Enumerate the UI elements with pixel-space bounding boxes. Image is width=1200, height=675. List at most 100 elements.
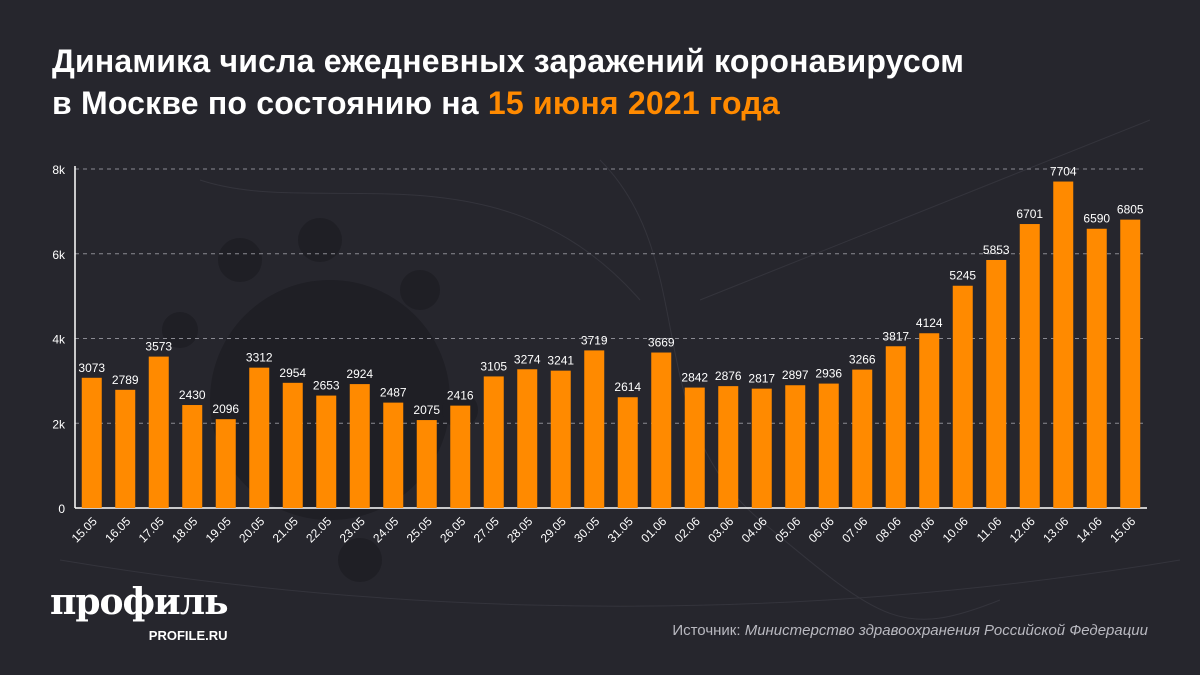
bar — [148, 356, 169, 508]
data-label: 3266 — [849, 353, 876, 367]
data-label: 3073 — [78, 361, 105, 375]
x-tick-label: 12.06 — [1007, 514, 1038, 545]
data-label: 3274 — [514, 352, 541, 366]
bar — [1019, 224, 1040, 509]
bar — [986, 259, 1007, 508]
data-label: 2789 — [112, 373, 139, 387]
bar — [1053, 181, 1074, 508]
x-tick-label: 28.05 — [504, 514, 535, 545]
x-tick-label: 11.06 — [974, 514, 1005, 545]
x-tick-label: 08.06 — [873, 514, 904, 545]
data-label: 6805 — [1117, 203, 1144, 217]
bar — [282, 382, 303, 508]
x-tick-label: 15.05 — [69, 514, 100, 545]
source-note: Источник: Министерство здравоохранения Р… — [672, 622, 1148, 639]
data-label: 3669 — [648, 336, 675, 350]
x-tick-label: 15.06 — [1107, 514, 1138, 545]
bar — [1086, 228, 1107, 508]
title-line-1: Динамика числа ежедневных заражений коро… — [52, 43, 965, 79]
x-tick-label: 19.05 — [203, 514, 234, 545]
x-tick-label: 20.05 — [236, 514, 267, 545]
bar — [919, 333, 940, 508]
y-tick-label: 2k — [52, 417, 66, 431]
bar — [215, 419, 236, 508]
bar — [1120, 219, 1141, 508]
data-label: 3573 — [145, 340, 172, 354]
x-tick-label: 10.06 — [940, 514, 971, 545]
data-label: 2430 — [179, 388, 206, 402]
data-label: 2876 — [715, 369, 742, 383]
x-tick-label: 17.05 — [136, 514, 167, 545]
y-tick-label: 8k — [52, 163, 66, 177]
bar — [684, 387, 705, 508]
data-label: 3241 — [547, 354, 574, 368]
data-label: 3719 — [581, 333, 608, 347]
data-label: 5853 — [983, 243, 1010, 257]
x-tick-label: 23.05 — [337, 514, 368, 545]
bar — [182, 405, 203, 508]
data-label: 2897 — [782, 368, 809, 382]
data-label: 2924 — [346, 367, 373, 381]
bar — [751, 388, 772, 508]
x-tick-label: 04.06 — [739, 514, 770, 545]
x-tick-label: 22.05 — [303, 514, 334, 545]
data-label: 2954 — [279, 366, 306, 380]
x-tick-label: 29.05 — [538, 514, 569, 545]
bar — [718, 386, 739, 508]
x-tick-label: 16.05 — [102, 514, 133, 545]
bar — [316, 395, 337, 508]
x-tick-label: 02.06 — [672, 514, 703, 545]
x-tick-label: 30.05 — [571, 514, 602, 545]
x-tick-label: 07.06 — [839, 514, 870, 545]
data-label: 2416 — [447, 389, 474, 403]
title-line-2-prefix: в Москве по состоянию на — [52, 85, 488, 121]
y-tick-label: 6k — [52, 248, 66, 262]
bar — [885, 346, 906, 508]
data-label: 2653 — [313, 379, 340, 393]
x-tick-label: 24.05 — [370, 514, 401, 545]
x-tick-label: 03.06 — [705, 514, 736, 545]
logo-main: профиль — [50, 581, 229, 623]
data-label: 2614 — [614, 380, 641, 394]
data-label: 3105 — [480, 359, 507, 373]
x-tick-label: 09.06 — [906, 514, 937, 545]
bar — [617, 397, 638, 508]
title-date-highlight: 15 июня 2021 года — [487, 85, 780, 121]
data-label: 2817 — [748, 372, 775, 386]
bar — [81, 377, 102, 508]
bar — [483, 376, 504, 508]
bar — [584, 350, 605, 508]
bar — [349, 384, 370, 508]
data-label: 2075 — [413, 403, 440, 417]
bar — [550, 370, 571, 508]
data-label: 6590 — [1083, 212, 1110, 226]
data-label: 7704 — [1050, 165, 1077, 179]
bar — [450, 405, 471, 508]
data-label: 2936 — [815, 367, 842, 381]
profile-logo: профиль PROFILE.RU — [50, 580, 229, 643]
bar — [785, 385, 806, 508]
source-label: Источник: — [672, 622, 745, 639]
x-tick-label: 31.05 — [605, 514, 636, 545]
data-label: 2487 — [380, 386, 407, 400]
data-label: 5245 — [949, 269, 976, 283]
y-tick-label: 4k — [52, 333, 66, 347]
data-label: 3817 — [882, 329, 909, 343]
bar — [818, 383, 839, 508]
data-label: 2096 — [212, 402, 239, 416]
x-tick-label: 06.06 — [806, 514, 837, 545]
bar — [383, 402, 404, 508]
x-tick-label: 13.06 — [1040, 514, 1071, 545]
x-tick-label: 21.05 — [270, 514, 301, 545]
bar — [416, 420, 437, 508]
bar — [651, 352, 672, 508]
bar — [517, 369, 538, 508]
source-value: Министерство здравоохранения Российской … — [744, 622, 1148, 639]
x-tick-label: 18.05 — [169, 514, 200, 545]
data-label: 3312 — [246, 351, 273, 365]
y-tick-label: 0 — [58, 502, 65, 516]
x-tick-label: 25.05 — [404, 514, 435, 545]
x-tick-label: 14.06 — [1074, 514, 1105, 545]
data-label: 4124 — [916, 316, 943, 330]
data-label: 6701 — [1016, 207, 1043, 221]
